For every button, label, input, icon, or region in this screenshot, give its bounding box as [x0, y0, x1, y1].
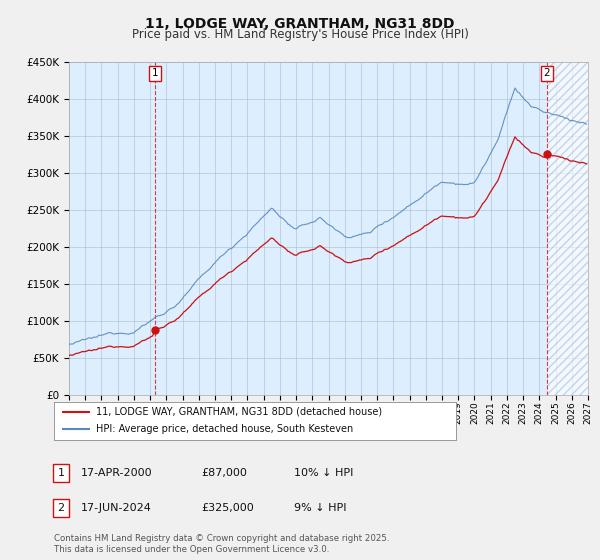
Bar	[547, 62, 588, 395]
Text: 10% ↓ HPI: 10% ↓ HPI	[294, 468, 353, 478]
Text: 17-APR-2000: 17-APR-2000	[81, 468, 152, 478]
Text: HPI: Average price, detached house, South Kesteven: HPI: Average price, detached house, Sout…	[96, 424, 353, 435]
Text: 11, LODGE WAY, GRANTHAM, NG31 8DD (detached house): 11, LODGE WAY, GRANTHAM, NG31 8DD (detac…	[96, 407, 382, 417]
Text: Contains HM Land Registry data © Crown copyright and database right 2025.
This d: Contains HM Land Registry data © Crown c…	[54, 534, 389, 554]
Text: Price paid vs. HM Land Registry's House Price Index (HPI): Price paid vs. HM Land Registry's House …	[131, 28, 469, 41]
Bar	[547, 62, 588, 395]
Text: 1: 1	[58, 468, 64, 478]
Text: 1: 1	[151, 68, 158, 78]
Text: £87,000: £87,000	[201, 468, 247, 478]
Text: £325,000: £325,000	[201, 503, 254, 513]
Text: 11, LODGE WAY, GRANTHAM, NG31 8DD: 11, LODGE WAY, GRANTHAM, NG31 8DD	[145, 17, 455, 31]
Text: 2: 2	[544, 68, 550, 78]
Text: 17-JUN-2024: 17-JUN-2024	[81, 503, 152, 513]
Text: 2: 2	[58, 503, 64, 513]
Text: 9% ↓ HPI: 9% ↓ HPI	[294, 503, 347, 513]
